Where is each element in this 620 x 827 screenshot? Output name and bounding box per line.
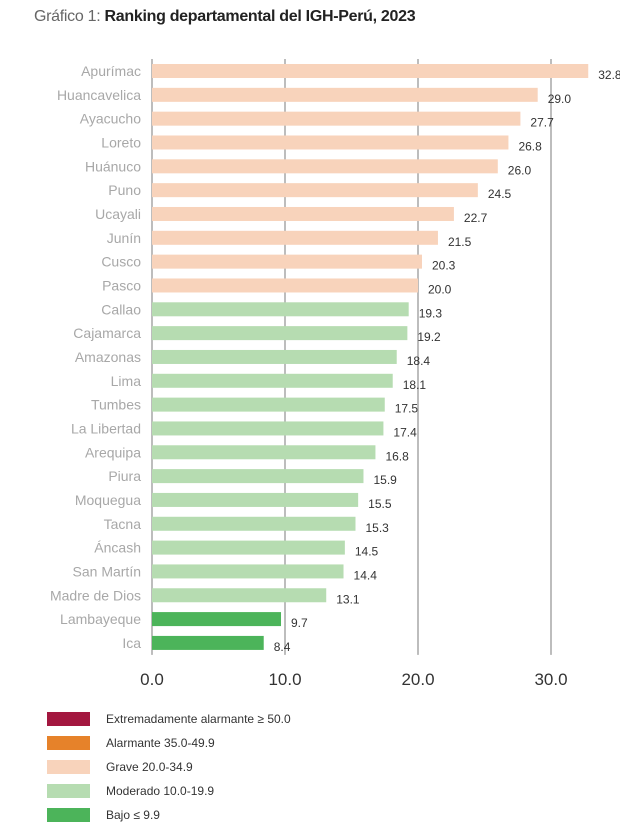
- bar: [152, 564, 344, 579]
- legend-swatch: [47, 808, 90, 822]
- data-label: 32.8: [598, 68, 620, 82]
- category-label: Tumbes: [91, 397, 141, 413]
- category-label: Tacna: [104, 516, 142, 532]
- bar: [152, 635, 264, 650]
- category-label: La Libertad: [71, 420, 141, 436]
- category-label: Amazonas: [75, 349, 141, 365]
- x-tick-label: 30.0: [534, 670, 567, 689]
- data-label: 17.5: [395, 402, 419, 416]
- data-label: 26.0: [508, 163, 532, 177]
- bar: [152, 445, 376, 460]
- bar: [152, 135, 509, 150]
- data-label: 17.4: [393, 425, 417, 439]
- data-label: 18.4: [407, 354, 431, 368]
- bar: [152, 64, 589, 78]
- data-label: 8.4: [274, 640, 291, 654]
- bar: [152, 278, 418, 293]
- category-label: Madre de Dios: [50, 587, 141, 603]
- data-label: 29.0: [548, 92, 572, 106]
- data-label: 24.5: [488, 187, 512, 201]
- bar: [152, 230, 438, 245]
- bar: [152, 326, 408, 341]
- data-label: 15.3: [365, 521, 389, 535]
- data-label: 20.3: [432, 259, 456, 273]
- legend-item: Bajo ≤ 9.9: [47, 803, 291, 827]
- bar: [152, 516, 356, 531]
- legend-swatch: [47, 760, 90, 774]
- category-label: Callao: [101, 301, 141, 317]
- legend: Extremadamente alarmante ≥ 50.0 Alarmant…: [47, 707, 291, 827]
- bar: [152, 183, 478, 198]
- data-label: 13.1: [336, 592, 360, 606]
- category-label: Puno: [108, 182, 141, 198]
- data-label: 9.7: [291, 616, 308, 630]
- bar: [152, 111, 521, 126]
- data-label: 21.5: [448, 235, 472, 249]
- legend-label: Alarmante 35.0-49.9: [106, 736, 215, 750]
- bar: [152, 206, 454, 221]
- category-label: Arequipa: [85, 444, 141, 460]
- category-label: Apurímac: [81, 63, 141, 79]
- category-label: Cusco: [101, 254, 141, 270]
- title-prefix: Gráfico 1:: [34, 8, 101, 25]
- data-label: 14.5: [355, 545, 379, 559]
- bar: [152, 349, 397, 364]
- category-label: Moquegua: [75, 492, 141, 508]
- data-label: 16.8: [385, 449, 409, 463]
- legend-label: Grave 20.0-34.9: [106, 760, 193, 774]
- category-label: Ayacucho: [80, 111, 141, 127]
- data-label: 19.3: [419, 306, 443, 320]
- x-tick-label: 20.0: [401, 670, 434, 689]
- legend-label: Moderado 10.0-19.9: [106, 784, 215, 798]
- legend-label: Bajo ≤ 9.9: [106, 808, 160, 822]
- data-label: 19.2: [417, 330, 441, 344]
- bar: [152, 540, 345, 555]
- category-label: Ucayali: [95, 206, 141, 222]
- data-label: 20.0: [428, 282, 452, 296]
- legend-item: Grave 20.0-34.9: [47, 755, 291, 779]
- x-tick-label: 10.0: [268, 670, 301, 689]
- category-label: Piura: [108, 468, 141, 484]
- category-label: Pasco: [102, 277, 141, 293]
- chart-title: Gráfico 1: Ranking departamental del IGH…: [34, 8, 416, 26]
- bar: [152, 421, 384, 436]
- bar-chart: 0.0 10.0 20.0 30.0 Apurímac 32.8 Huancavelica 2…: [50, 59, 620, 689]
- legend-swatch: [47, 712, 90, 726]
- category-label: Junín: [107, 230, 141, 246]
- data-label: 27.7: [530, 116, 554, 130]
- x-tick-label: 0.0: [140, 670, 164, 689]
- bar: [152, 492, 359, 507]
- data-label: 18.1: [403, 378, 427, 392]
- legend-item: Extremadamente alarmante ≥ 50.0: [47, 707, 291, 731]
- bar: [152, 373, 393, 388]
- category-label: Huancavelica: [57, 87, 141, 103]
- bar: [152, 469, 364, 484]
- category-label: San Martín: [73, 563, 141, 579]
- data-label: 26.8: [518, 139, 542, 153]
- bar: [152, 159, 498, 174]
- category-label: Huánuco: [85, 158, 141, 174]
- legend-swatch: [47, 736, 90, 750]
- bar: [152, 254, 422, 269]
- data-label: 15.9: [373, 473, 397, 487]
- category-label: Ica: [122, 635, 141, 651]
- bar: [152, 588, 327, 603]
- legend-item: Alarmante 35.0-49.9: [47, 731, 291, 755]
- category-label: Lambayeque: [60, 611, 141, 627]
- legend-swatch: [47, 784, 90, 798]
- bar: [152, 87, 538, 102]
- legend-item: Moderado 10.0-19.9: [47, 779, 291, 803]
- data-label: 15.5: [368, 497, 392, 511]
- category-label: Loreto: [101, 134, 141, 150]
- legend-label: Extremadamente alarmante ≥ 50.0: [106, 712, 291, 726]
- bar: [152, 302, 409, 317]
- bar: [152, 397, 385, 412]
- data-label: 14.4: [354, 568, 378, 582]
- title-main: Ranking departamental del IGH-Perú, 2023: [104, 8, 416, 25]
- category-label: Lima: [111, 373, 142, 389]
- category-label: Áncash: [94, 540, 141, 556]
- category-label: Cajamarca: [73, 325, 141, 341]
- data-label: 22.7: [464, 211, 488, 225]
- bar: [152, 612, 282, 627]
